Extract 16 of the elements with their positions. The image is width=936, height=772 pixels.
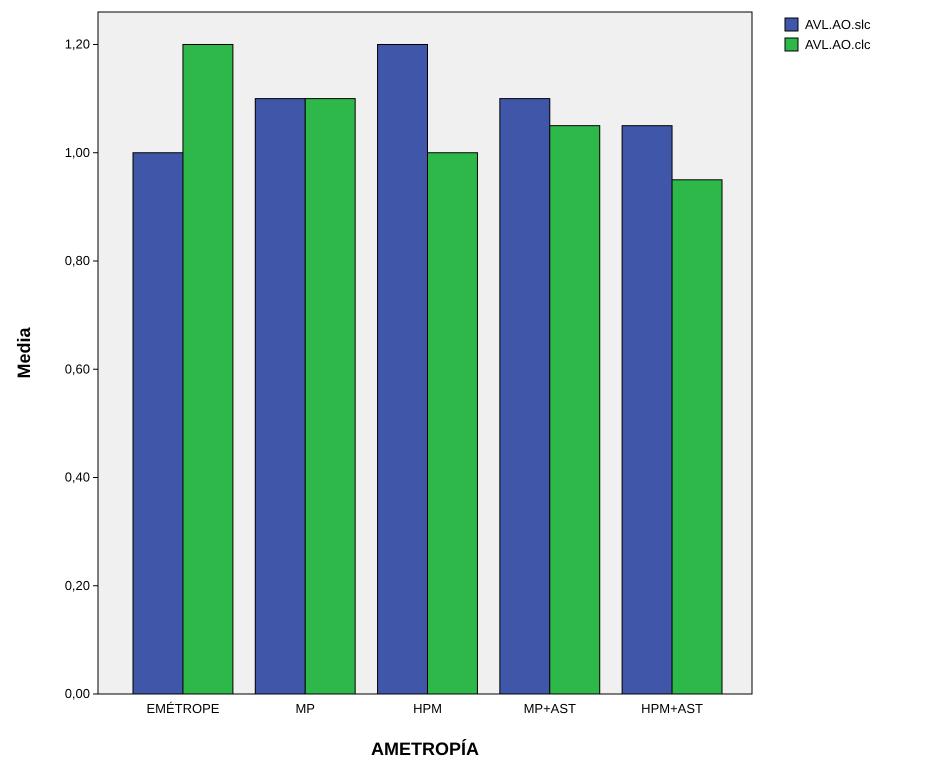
y-tick-label: 0,00: [64, 686, 90, 702]
y-tick-label: 0,40: [64, 470, 90, 485]
x-tick-label: MP: [295, 701, 315, 716]
x-tick-label: MP+AST: [524, 701, 576, 716]
x-tick-label: HPM+AST: [641, 701, 703, 716]
x-axis-title: AMETROPÍA: [371, 739, 479, 759]
x-tick-label: HPM: [413, 701, 442, 716]
y-tick-label: 0,20: [64, 578, 90, 593]
y-tick-label: 1,20: [64, 36, 90, 52]
y-tick-label: 0,80: [64, 253, 90, 268]
legend-label: AVL.AO.clc: [805, 37, 871, 52]
y-tick-label: 0,60: [64, 361, 90, 376]
y-tick-label: 1,00: [64, 144, 90, 160]
legend-label: AVL.AO.slc: [805, 17, 871, 32]
y-axis-title: Media: [14, 326, 34, 379]
x-tick-label: EMÉTROPE: [146, 701, 220, 716]
